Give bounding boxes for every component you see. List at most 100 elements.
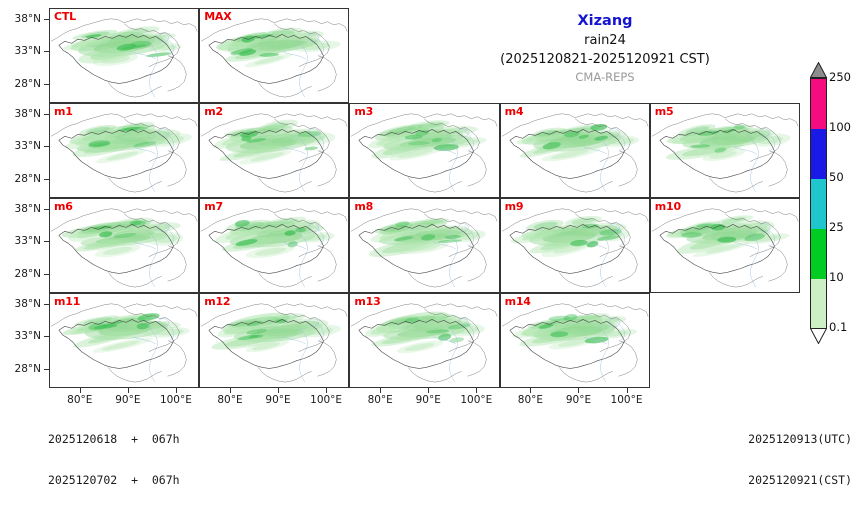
map-panel-m13[interactable]: m13 <box>349 293 500 388</box>
y-axis-tick <box>44 368 49 370</box>
panel-label: CTL <box>54 10 76 23</box>
precipitation-map <box>50 294 199 387</box>
y-axis-label: 38°N <box>14 107 41 120</box>
y-axis-tick <box>44 336 49 338</box>
panel-label: m12 <box>204 295 231 308</box>
footer-init-line-2: 2025120702 + 067h <box>48 472 180 487</box>
x-axis-tick <box>428 388 430 393</box>
y-axis-label: 33°N <box>14 140 41 153</box>
colorbar-tick-label: 0.1 <box>829 320 848 334</box>
precipitation-map <box>200 104 349 197</box>
x-axis-tick <box>229 388 231 393</box>
y-axis-tick <box>44 113 49 115</box>
map-panel-m8[interactable]: m8 <box>349 198 500 293</box>
panel-label: m3 <box>354 105 374 118</box>
x-axis-label: 100°E <box>460 394 493 406</box>
y-axis-tick <box>44 178 49 180</box>
x-axis-label: 90°E <box>565 394 592 406</box>
region-title: Xizang <box>577 13 633 29</box>
colorbar-over-arrow-icon <box>810 62 827 78</box>
x-axis-tick <box>476 388 478 393</box>
x-axis-tick <box>530 388 532 393</box>
x-axis-label: 80°E <box>367 394 393 406</box>
colorbar-segment <box>811 279 826 329</box>
figure-root: Xizang rain24 (2025120821-2025120921 CST… <box>14 8 860 486</box>
variable-title: rain24 <box>584 33 626 48</box>
colorbar-under-arrow-icon <box>810 328 827 344</box>
title-block: Xizang rain24 (2025120821-2025120921 CST… <box>420 12 790 86</box>
panel-label: m5 <box>654 105 674 118</box>
map-panel-m10[interactable]: m10 <box>649 198 800 293</box>
x-axis-tick <box>380 388 382 393</box>
panel-grid: CTL <box>49 8 800 388</box>
y-axis-tick <box>44 83 49 85</box>
map-panel-m9[interactable]: m9 <box>499 198 650 293</box>
x-axis-label: 90°E <box>115 394 141 406</box>
panel-label: m9 <box>504 200 524 213</box>
y-axis-label: 33°N <box>14 235 41 248</box>
colorbar: 0.1 10 25 50 100 250 <box>806 62 860 352</box>
x-axis-label: 80°E <box>517 394 544 406</box>
x-axis-label: 90°E <box>415 394 441 406</box>
panel-label: m6 <box>54 200 73 213</box>
precipitation-map <box>200 199 349 292</box>
footer-valid-line-1: 2025120913(UTC) <box>748 432 852 446</box>
panel-label: m2 <box>204 105 223 118</box>
period-title: (2025120821-2025120921 CST) <box>500 52 710 67</box>
panel-label: m11 <box>54 295 81 308</box>
precipitation-map <box>50 9 199 102</box>
map-panel-m6[interactable]: m6 <box>49 198 200 293</box>
x-axis-tick <box>175 388 177 393</box>
map-panel-m3[interactable]: m3 <box>349 103 500 198</box>
map-panel-max[interactable]: MAX <box>199 8 350 103</box>
map-panel-ctl[interactable]: CTL <box>49 8 200 103</box>
precipitation-map <box>350 104 499 197</box>
panel-label: m7 <box>204 200 223 213</box>
panel-label: m13 <box>354 295 381 308</box>
x-axis-label: 90°E <box>265 394 291 406</box>
y-axis-tick <box>44 208 49 210</box>
precipitation-map <box>650 199 799 292</box>
x-axis-tick <box>578 388 580 393</box>
precipitation-map <box>50 199 199 292</box>
x-axis-label: 80°E <box>217 394 243 406</box>
map-panel-m7[interactable]: m7 <box>199 198 350 293</box>
colorbar-body <box>810 78 827 329</box>
map-panel-m11[interactable]: m11 <box>49 293 200 388</box>
x-axis-label: 100°E <box>310 394 343 406</box>
colorbar-segment <box>811 129 826 179</box>
x-axis-label: 100°E <box>610 394 643 406</box>
y-axis-label: 33°N <box>14 45 41 58</box>
colorbar-segment <box>811 179 826 229</box>
x-axis-tick <box>79 388 81 393</box>
x-axis-label: 100°E <box>159 394 192 406</box>
map-panel-m4[interactable]: m4 <box>499 103 650 198</box>
panel-label: MAX <box>204 10 232 23</box>
y-axis-tick <box>44 18 49 20</box>
map-panel-m1[interactable]: m1 <box>49 103 200 198</box>
x-axis-tick <box>626 388 628 393</box>
colorbar-tick-label: 25 <box>829 220 844 234</box>
x-axis-tick <box>127 388 129 393</box>
footer-init-times: 2025120618 + 067h 2025120702 + 067h <box>48 406 180 514</box>
panel-label: m10 <box>654 200 681 213</box>
y-axis-label: 28°N <box>14 362 41 375</box>
map-panel-m14[interactable]: m14 <box>499 293 650 388</box>
x-axis-tick <box>326 388 328 393</box>
precipitation-map <box>500 199 649 292</box>
map-panel-m12[interactable]: m12 <box>199 293 350 388</box>
panel-label: m4 <box>504 105 524 118</box>
x-axis-tick <box>278 388 280 393</box>
colorbar-tick-label: 10 <box>829 270 844 284</box>
y-axis-label: 28°N <box>14 172 41 185</box>
precipitation-map <box>50 104 199 197</box>
map-panel-m5[interactable]: m5 <box>649 103 800 198</box>
precipitation-map <box>500 294 649 387</box>
y-axis-tick <box>44 241 49 243</box>
y-axis-tick <box>44 146 49 148</box>
panel-label: m14 <box>504 295 531 308</box>
map-panel-m2[interactable]: m2 <box>199 103 350 198</box>
y-axis-tick <box>44 51 49 53</box>
precipitation-map <box>350 294 499 387</box>
model-title: CMA-REPS <box>575 70 635 84</box>
